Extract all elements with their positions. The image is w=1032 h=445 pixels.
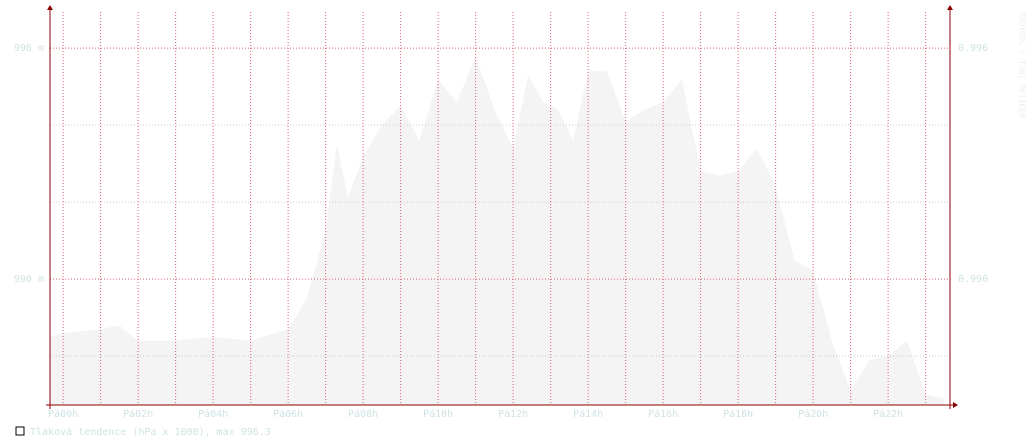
x-tick-label: Pá14h bbox=[573, 408, 603, 420]
legend-swatch bbox=[15, 426, 25, 436]
plot-layer: 996 m 990 m 0.996 0.990 Pá00h Pá02h Pá04h Pá06h… bbox=[14, 5, 988, 420]
arrow bbox=[947, 5, 953, 10]
arrow bbox=[953, 402, 958, 408]
arrow bbox=[47, 5, 53, 10]
y-tick-label: 996 m bbox=[14, 43, 44, 54]
x-tick-label: Pá10h bbox=[423, 408, 453, 420]
x-tick-label: Pá08h bbox=[348, 408, 378, 420]
area bbox=[50, 55, 945, 406]
x-tick-label: Pá04h bbox=[198, 408, 228, 420]
y2-tick-label: 0.996 bbox=[958, 43, 988, 54]
x-tick-label: Pá06h bbox=[273, 408, 303, 420]
x-tick-label: Pá12h bbox=[498, 408, 528, 420]
x-tick-label: Pá02h bbox=[123, 408, 153, 420]
x-tick-label: Pá20h bbox=[798, 408, 828, 420]
x-tick-label: Pá18h bbox=[723, 408, 753, 420]
watermark: RRDTOOL / TOBI OETIKER bbox=[1018, 12, 1027, 118]
y2-tick-label: 0.990 bbox=[958, 274, 988, 285]
y-tick-label: 990 m bbox=[14, 274, 44, 285]
legend-text: Tlaková tendence (hPa x 1000), max 996.3 bbox=[30, 426, 271, 438]
x-tick-label: Pá00h bbox=[48, 408, 78, 420]
x-tick-label: Pá16h bbox=[648, 408, 678, 420]
x-tick-label: Pá22h bbox=[873, 408, 903, 420]
